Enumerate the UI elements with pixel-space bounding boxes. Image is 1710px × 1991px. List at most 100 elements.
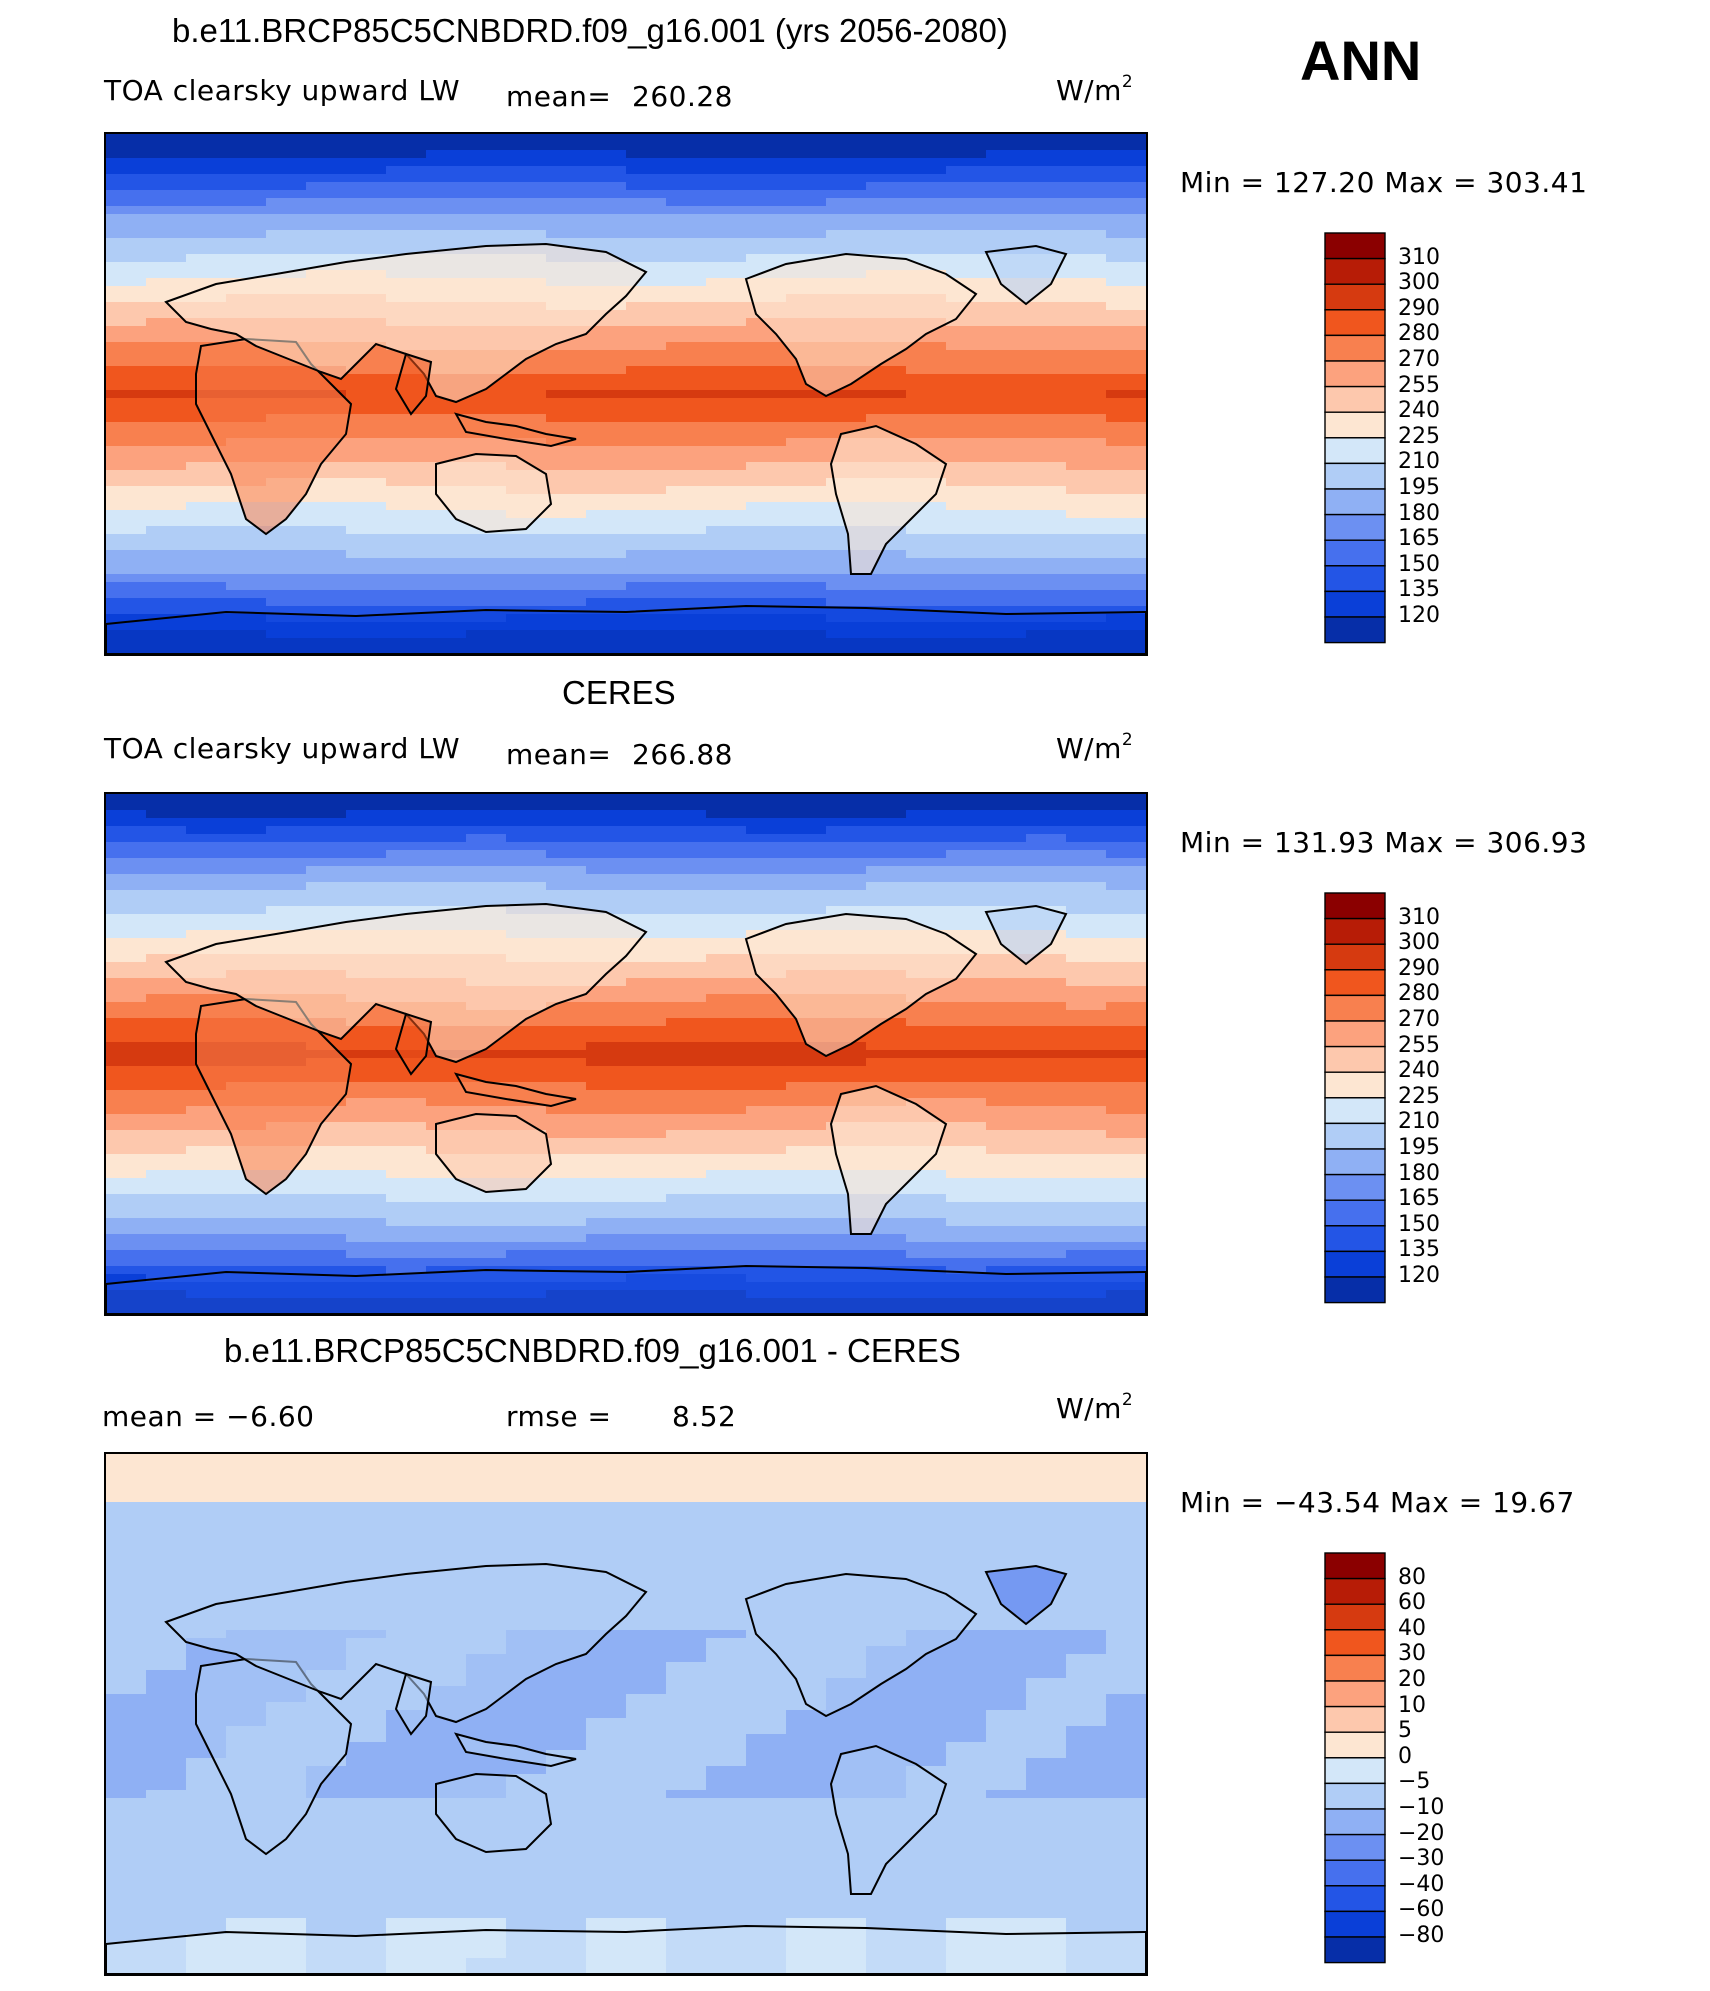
field-cell bbox=[186, 1910, 227, 1919]
field-cell bbox=[146, 1862, 187, 1871]
field-cell bbox=[146, 214, 187, 223]
field-cell bbox=[1026, 1074, 1067, 1083]
field-cell bbox=[346, 534, 387, 543]
field-cell bbox=[146, 1598, 187, 1607]
field-cell bbox=[106, 134, 147, 143]
field-cell bbox=[1066, 1234, 1107, 1243]
field-cell bbox=[106, 1154, 147, 1163]
field-cell bbox=[386, 1534, 427, 1543]
field-cell bbox=[1026, 1830, 1067, 1839]
field-cell bbox=[906, 1050, 947, 1059]
field-cell bbox=[186, 494, 227, 503]
field-cell bbox=[746, 1742, 787, 1751]
field-cell bbox=[346, 1694, 387, 1703]
field-cell bbox=[706, 1878, 747, 1887]
field-cell bbox=[1106, 1502, 1146, 1511]
field-cell bbox=[826, 802, 867, 811]
field-cell bbox=[986, 834, 1027, 843]
field-cell bbox=[986, 174, 1027, 183]
field-cell bbox=[666, 1814, 707, 1823]
field-cell bbox=[706, 1210, 747, 1219]
field-cell bbox=[626, 1258, 667, 1267]
field-cell bbox=[106, 606, 147, 615]
field-cell bbox=[306, 1814, 347, 1823]
field-cell bbox=[986, 970, 1027, 979]
field-cell bbox=[1026, 954, 1067, 963]
field-cell bbox=[426, 606, 467, 615]
field-cell bbox=[186, 1242, 227, 1251]
field-cell bbox=[426, 1454, 467, 1463]
field-cell bbox=[586, 1510, 627, 1519]
field-cell bbox=[266, 802, 307, 811]
field-cell bbox=[1066, 1814, 1107, 1823]
field-cell bbox=[426, 182, 467, 191]
field-cell bbox=[146, 938, 187, 947]
field-cell bbox=[586, 1090, 627, 1099]
field-cell bbox=[626, 1686, 667, 1695]
field-cell bbox=[746, 1686, 787, 1695]
field-cell bbox=[1026, 1534, 1067, 1543]
field-cell bbox=[1026, 1138, 1067, 1147]
field-cell bbox=[506, 842, 547, 851]
field-cell bbox=[1106, 794, 1146, 803]
field-cell bbox=[746, 1886, 787, 1895]
field-cell bbox=[666, 454, 707, 463]
field-cell bbox=[1066, 1082, 1107, 1091]
field-cell bbox=[946, 1502, 987, 1511]
field-cell bbox=[1066, 1194, 1107, 1203]
field-cell bbox=[786, 526, 827, 535]
field-cell bbox=[386, 534, 427, 543]
field-cell bbox=[306, 1798, 347, 1807]
field-cell bbox=[266, 590, 307, 599]
field-cell bbox=[106, 1758, 147, 1767]
field-cell bbox=[706, 206, 747, 215]
field-cell bbox=[946, 1486, 987, 1495]
field-cell bbox=[146, 478, 187, 487]
field-cell bbox=[266, 1878, 307, 1887]
colorbar-tick-label: 165 bbox=[1398, 526, 1440, 552]
colorbar-swatch bbox=[1324, 1045, 1386, 1073]
field-cell bbox=[1106, 222, 1146, 231]
field-cell bbox=[746, 1178, 787, 1187]
field-cell bbox=[946, 1710, 987, 1719]
field-cell bbox=[626, 1806, 667, 1815]
field-cell bbox=[626, 1186, 667, 1195]
field-cell bbox=[786, 1806, 827, 1815]
field-cell bbox=[1026, 542, 1067, 551]
field-cell bbox=[546, 1494, 587, 1503]
field-cell bbox=[466, 1710, 507, 1719]
field-cell bbox=[506, 582, 547, 591]
field-cell bbox=[826, 1050, 867, 1059]
field-cell bbox=[706, 166, 747, 175]
field-cell bbox=[826, 206, 867, 215]
colorbar-swatch bbox=[1324, 565, 1386, 593]
field-cell bbox=[946, 406, 987, 415]
field-cell bbox=[466, 1542, 507, 1551]
field-cell bbox=[186, 142, 227, 151]
field-cell bbox=[906, 994, 947, 1003]
field-cell bbox=[146, 366, 187, 375]
field-cell bbox=[266, 246, 307, 255]
field-cell bbox=[946, 582, 987, 591]
field-cell bbox=[1106, 494, 1146, 503]
field-cell bbox=[106, 986, 147, 995]
field-cell bbox=[946, 1058, 987, 1067]
field-cell bbox=[666, 946, 707, 955]
field-cell bbox=[746, 1462, 787, 1471]
field-cell bbox=[666, 1574, 707, 1583]
field-cell bbox=[1106, 1582, 1146, 1591]
field-cell bbox=[906, 1854, 947, 1863]
field-cell bbox=[306, 1266, 347, 1275]
field-cell bbox=[666, 246, 707, 255]
field-cell bbox=[1066, 1550, 1107, 1559]
field-cell bbox=[666, 574, 707, 583]
field-cell bbox=[866, 1702, 907, 1711]
field-cell bbox=[746, 414, 787, 423]
field-cell bbox=[986, 334, 1027, 343]
field-cell bbox=[186, 326, 227, 335]
field-cell bbox=[666, 1050, 707, 1059]
field-cell bbox=[106, 462, 147, 471]
field-cell bbox=[146, 1550, 187, 1559]
field-cell bbox=[746, 986, 787, 995]
field-cell bbox=[866, 890, 907, 899]
